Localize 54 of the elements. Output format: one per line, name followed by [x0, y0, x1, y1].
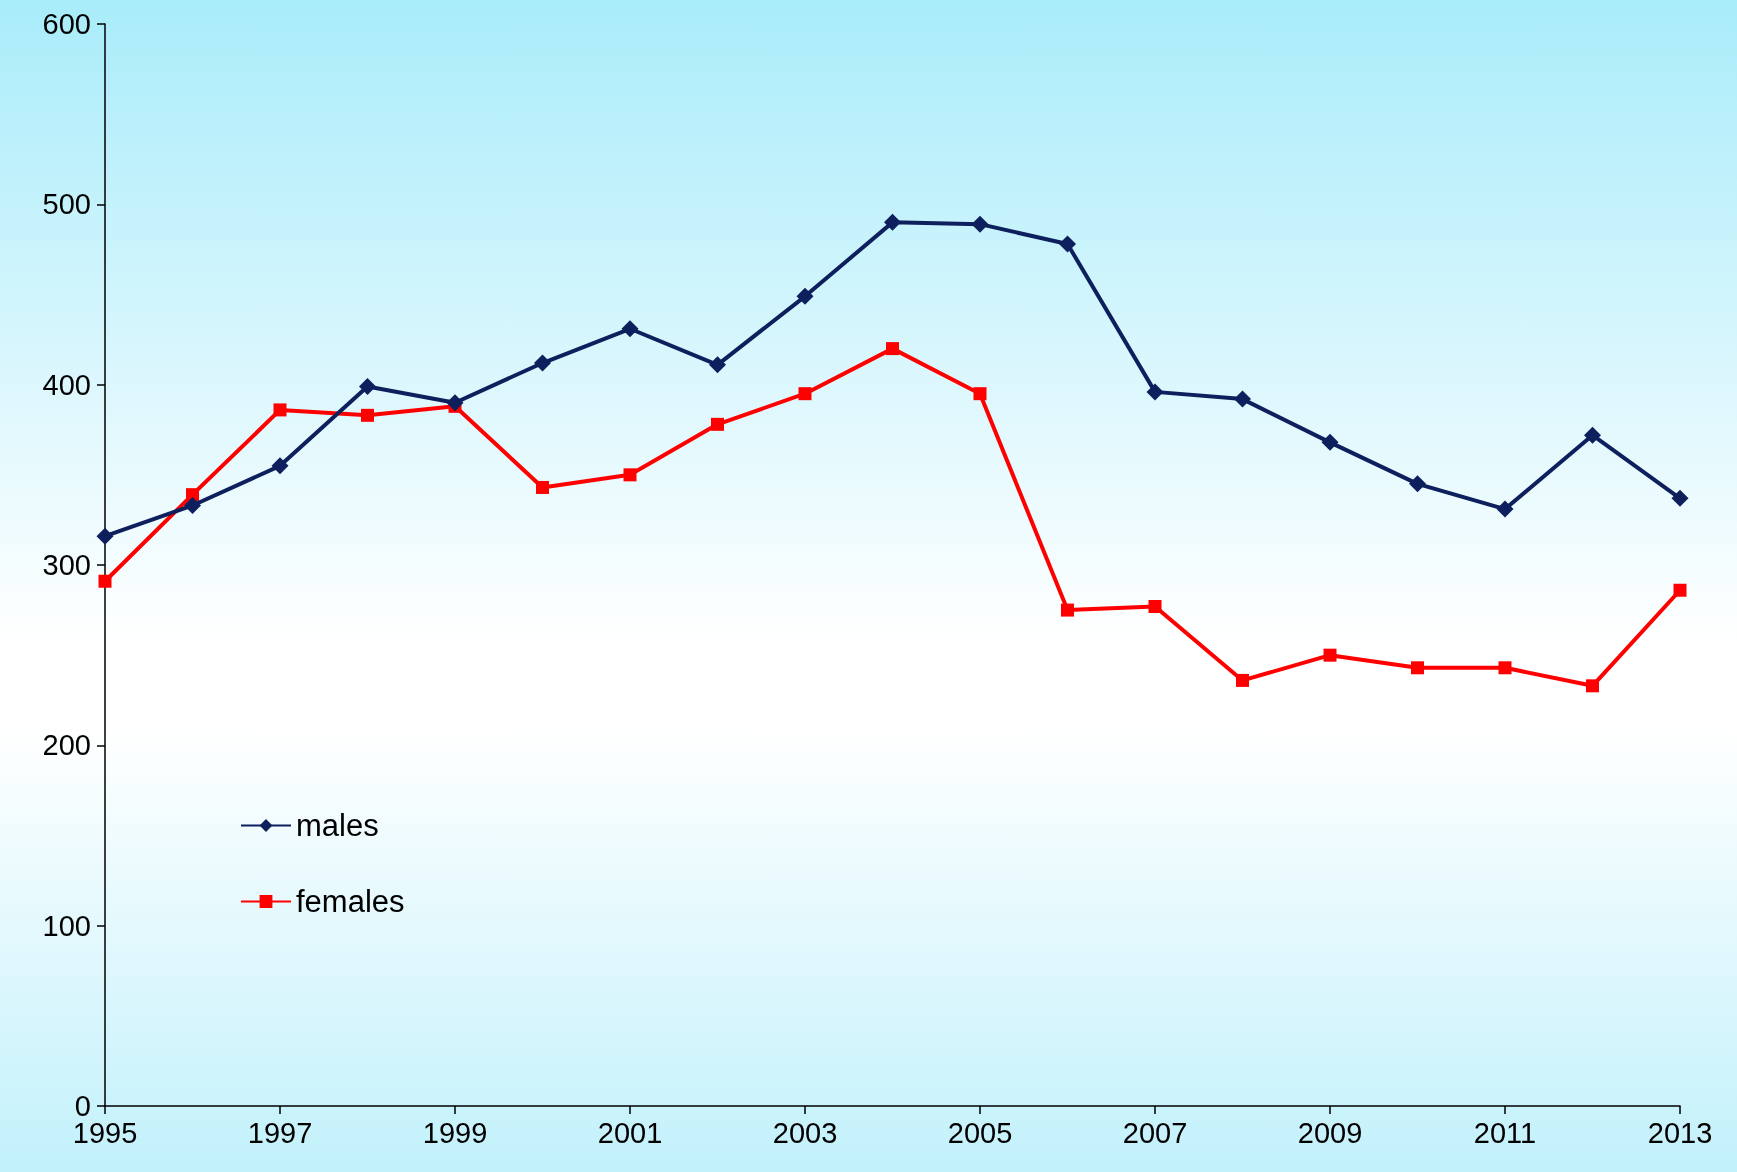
point	[1409, 475, 1426, 493]
point	[1236, 673, 1249, 687]
point	[536, 480, 549, 494]
point	[886, 342, 899, 356]
x-tick-label: 2007	[1122, 1116, 1188, 1149]
point	[1411, 661, 1424, 675]
x-tick-label: 2013	[1647, 1116, 1713, 1149]
point	[98, 574, 112, 588]
point	[446, 394, 464, 412]
point	[711, 417, 724, 431]
point	[361, 408, 374, 422]
point	[186, 488, 199, 502]
y-tick-label: 400	[42, 368, 91, 401]
point	[1059, 235, 1076, 253]
point	[623, 468, 637, 482]
x-tick-label: 2009	[1297, 1116, 1363, 1149]
legend-label: males	[296, 808, 379, 843]
point	[1321, 433, 1339, 451]
y-tick-label: 600	[42, 8, 91, 40]
y-tick-label: 100	[42, 909, 91, 942]
y-tick-label: 300	[42, 549, 91, 581]
point	[798, 387, 812, 401]
point	[884, 213, 901, 231]
point	[1671, 489, 1689, 507]
point	[273, 403, 287, 417]
point	[973, 387, 987, 401]
x-tick-label: 2003	[772, 1116, 838, 1149]
y-tick-label: 500	[42, 188, 91, 221]
point	[1498, 661, 1512, 675]
x-tick-label: 2005	[947, 1116, 1013, 1149]
point	[96, 527, 114, 545]
point	[1673, 583, 1687, 597]
point	[1323, 648, 1337, 662]
point	[271, 457, 289, 475]
x-tick-label: 1997	[247, 1116, 313, 1149]
y-tick-label: 200	[42, 729, 91, 762]
point	[1586, 679, 1599, 693]
x-tick-label: 2011	[1473, 1116, 1537, 1149]
point	[796, 287, 814, 305]
point	[971, 215, 989, 233]
point	[1148, 599, 1162, 613]
point	[709, 356, 726, 374]
point	[1146, 383, 1164, 401]
point	[621, 320, 639, 338]
legend-label: females	[296, 884, 405, 919]
point	[184, 496, 201, 514]
point	[1061, 603, 1074, 617]
point	[359, 377, 376, 395]
point	[1584, 426, 1601, 444]
point	[1496, 500, 1514, 518]
x-tick-label: 2001	[597, 1116, 663, 1149]
x-tick-label: 1999	[422, 1116, 488, 1149]
point	[1234, 390, 1251, 408]
point	[534, 354, 551, 372]
